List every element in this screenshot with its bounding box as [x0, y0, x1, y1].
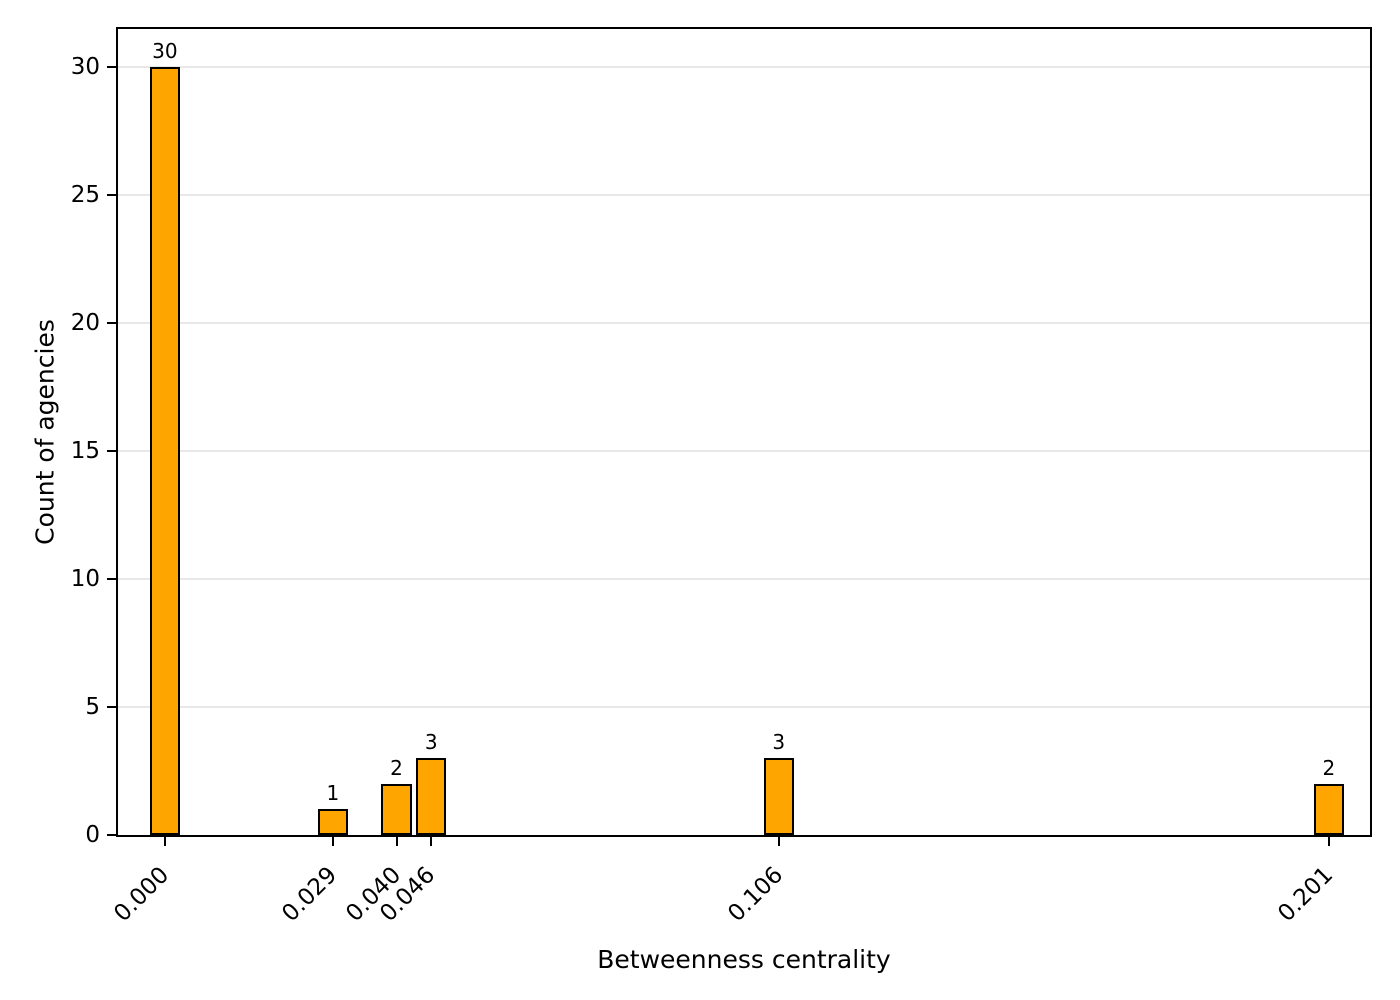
- bar-value-label: 2: [390, 755, 403, 780]
- y-tick-mark: [107, 322, 116, 325]
- gridline: [118, 450, 1370, 453]
- bar-value-label: 30: [152, 39, 178, 64]
- bar: [381, 783, 412, 835]
- y-tick-mark: [107, 706, 116, 709]
- y-axis-label: Count of agencies: [30, 319, 60, 545]
- bar: [317, 809, 348, 835]
- x-tick-label: 0.201: [1273, 862, 1339, 927]
- y-tick-label: 15: [70, 438, 100, 465]
- y-tick-mark: [107, 578, 116, 581]
- bar: [149, 67, 180, 835]
- x-tick-label: 0.029: [277, 862, 343, 927]
- y-tick-mark: [107, 834, 116, 836]
- bar: [763, 758, 794, 835]
- y-tick-label: 25: [70, 182, 100, 209]
- x-tick-mark: [331, 837, 334, 846]
- y-tick-label: 0: [85, 822, 100, 848]
- x-tick-mark: [395, 837, 398, 846]
- x-tick-mark: [430, 837, 433, 846]
- bar-value-label: 1: [326, 781, 340, 806]
- gridline: [118, 322, 1370, 325]
- gridline: [118, 66, 1370, 69]
- y-tick-mark: [107, 450, 116, 453]
- bar-value-label: 3: [772, 730, 786, 755]
- x-tick-mark: [163, 837, 166, 846]
- y-tick-label: 10: [70, 566, 100, 593]
- y-tick-mark: [107, 66, 116, 69]
- bar-value-label: 2: [1322, 755, 1336, 780]
- x-axis-label: Betweenness centrality: [597, 945, 891, 974]
- y-tick-label: 20: [70, 310, 100, 337]
- x-tick-label: 0.000: [109, 862, 175, 927]
- x-tick-label: 0.106: [723, 862, 789, 927]
- bar: [416, 758, 447, 835]
- gridline: [118, 578, 1370, 581]
- y-tick-mark: [107, 194, 116, 197]
- x-tick-mark: [777, 837, 780, 846]
- plot-area: Betweenness centrality Count of agencies…: [31, 27, 1372, 974]
- gridline: [118, 706, 1370, 709]
- y-tick-label: 5: [85, 694, 100, 721]
- bar-value-label: 3: [424, 730, 438, 755]
- y-tick-label: 30: [70, 54, 100, 81]
- bar: [1313, 783, 1344, 835]
- gridline: [118, 194, 1370, 197]
- x-tick-mark: [1327, 837, 1330, 846]
